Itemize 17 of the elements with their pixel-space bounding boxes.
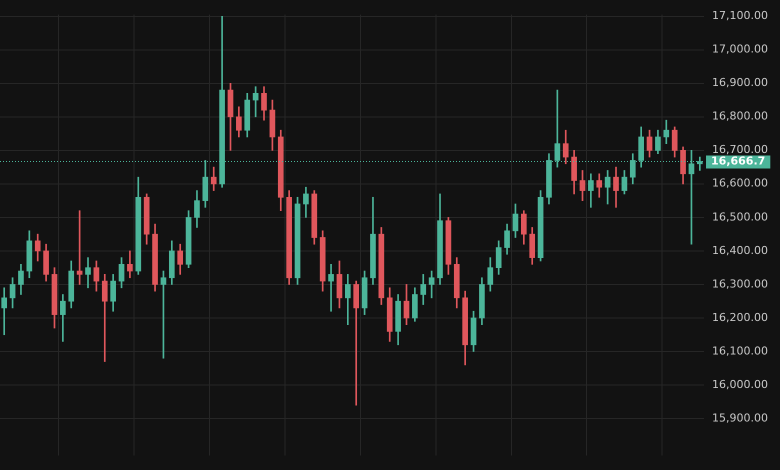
y-tick-label: 17,100.00 [712,9,768,22]
y-tick-label: 16,900.00 [712,76,768,90]
ref-line-label: 16,666.7 [711,154,766,168]
candlestick [85,257,91,288]
y-tick-label: 16,100.00 [712,344,768,358]
y-tick-label: 16,000.00 [712,378,768,391]
y-tick-label: 16,400.00 [712,244,768,257]
y-tick-label: 16,600.00 [712,176,768,190]
y-tick-label: 16,700.00 [712,143,768,156]
y-tick-label: 16,500.00 [712,210,768,224]
y-tick-label: 17,000.00 [712,42,768,56]
candlestick [160,270,166,359]
y-tick-label: 16,300.00 [712,277,768,290]
y-tick-label: 16,200.00 [712,310,768,324]
candlestick [328,264,334,312]
y-tick-label: 16,800.00 [712,110,768,123]
y-tick-label: 15,900.00 [712,411,768,424]
